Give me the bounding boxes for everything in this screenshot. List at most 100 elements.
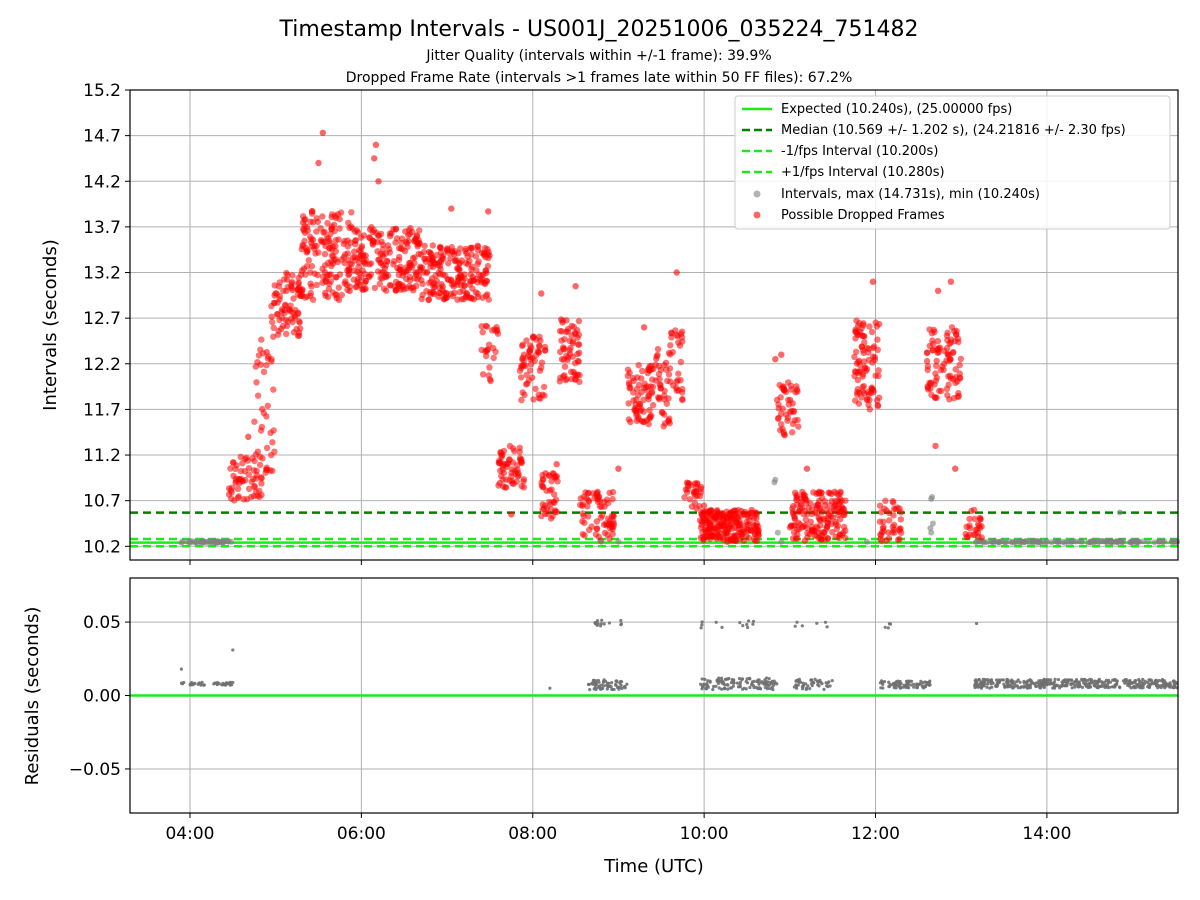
residual-point [196,682,200,686]
residual-point [1145,680,1150,685]
residual-point [202,683,206,687]
dropped-frame-point [314,218,322,226]
xtick-label: 08:00 [508,824,557,844]
dropped-frame-point [956,361,963,369]
residual-point [610,681,614,685]
dropped-frame-point [475,258,482,265]
residual-point [801,685,805,689]
residual-point [980,683,984,688]
dropped-frame-point [641,380,648,387]
dropped-frame-point [661,420,669,427]
residual-point [730,686,734,690]
residual-point [179,667,183,671]
dropped-frame-point [254,392,262,399]
residual-point [718,679,722,683]
residual-point [745,677,749,681]
residual-point [1047,680,1051,684]
xtick-label: 10:00 [680,824,729,844]
dropped-frame-point [924,349,931,356]
dropped-frame-point [355,275,362,282]
dropped-frame-point [521,391,528,398]
dropped-frame-point [406,273,413,281]
residual-point [700,620,704,624]
residual-point [905,681,910,685]
residual-point [1020,685,1024,689]
residual-point [808,687,812,691]
dropped-frame-point [808,506,816,513]
dropped-frame-point [635,392,642,399]
dropped-frame-point [567,344,574,352]
dropped-frame-point [539,506,546,513]
dropped-frame-point [851,353,858,361]
residuals-points [179,618,1179,692]
dropped-frame-point [299,219,307,226]
dropped-frame-point [258,480,265,487]
dropped-frame-point [977,515,984,523]
dropped-frame-point [295,274,302,282]
dropped-frame-point [271,292,278,299]
residual-point [752,686,756,690]
dropped-frame-point [520,478,527,485]
xtick-label: 06:00 [337,824,386,844]
dropped-frame-point [601,503,608,510]
dropped-frame-point [344,243,351,250]
residual-point [1123,681,1127,685]
residual-point [985,685,989,689]
dropped-frame-point [420,248,428,256]
interval-point [1078,538,1085,545]
dropped-frame-point [542,347,549,354]
intervals-frame [129,89,1179,561]
dropped-frame-point [311,270,318,277]
dropped-frame-point [371,155,378,162]
residual-point [800,624,804,628]
dropped-frame-point [371,284,379,292]
dropped-frame-point [855,400,863,407]
dropped-frame-point [359,285,366,292]
residual-point [975,621,979,626]
dropped-frame-point [789,535,797,542]
dropped-frame-point [479,329,486,336]
dropped-frame-point [538,479,545,486]
dropped-frame-point [606,489,613,497]
residual-point [881,682,885,687]
dropped-frame-point [924,363,932,370]
residual-point [927,681,931,685]
legend[interactable]: Expected (10.240s), (25.00000 fps) Media… [734,95,1171,230]
dropped-frame-point [579,501,587,508]
dropped-frame-point [610,518,617,525]
dropped-frame-point [357,248,364,255]
dropped-frame-point [790,510,797,517]
residual-point [604,683,609,687]
interval-point [598,538,605,545]
dropped-frame-point [514,473,522,480]
dropped-frame-point [268,451,275,459]
intervals-y-axis-label: Intervals (seconds) [40,239,61,411]
residual-point [887,685,891,689]
dropped-frame-point [897,525,904,532]
dropped-frame-point [518,483,525,490]
dropped-frame-point [886,517,893,524]
residual-point [735,681,740,685]
residual-point [1134,679,1138,683]
residual-point [1034,684,1038,689]
dropped-frame-point [963,523,970,530]
dropped-frame-point [270,386,277,393]
residual-point [590,682,594,686]
dropped-frame-point [696,503,703,510]
legend-entry-minus-one: -1/fps Interval (10.200s) [742,144,938,159]
dropped-frame-point [702,533,709,540]
residual-point [1009,683,1013,687]
dropped-frame-point [827,508,834,515]
legend-label-minus-one: -1/fps Interval (10.200s) [781,144,938,159]
dropped-frame-point [384,258,391,265]
dropped-frame-point [561,336,568,343]
dropped-frame-point [461,282,468,289]
dropped-frame-point [425,296,432,303]
dropped-frame-point [829,529,836,536]
dropped-frame-point [460,295,467,303]
dropped-frame-point [397,263,404,270]
dropped-frame-point [402,268,410,275]
legend-entry-expected: Expected (10.240s), (25.00000 fps) [742,102,1012,117]
interval-point [187,539,193,546]
dropped-frame-point [675,370,682,377]
